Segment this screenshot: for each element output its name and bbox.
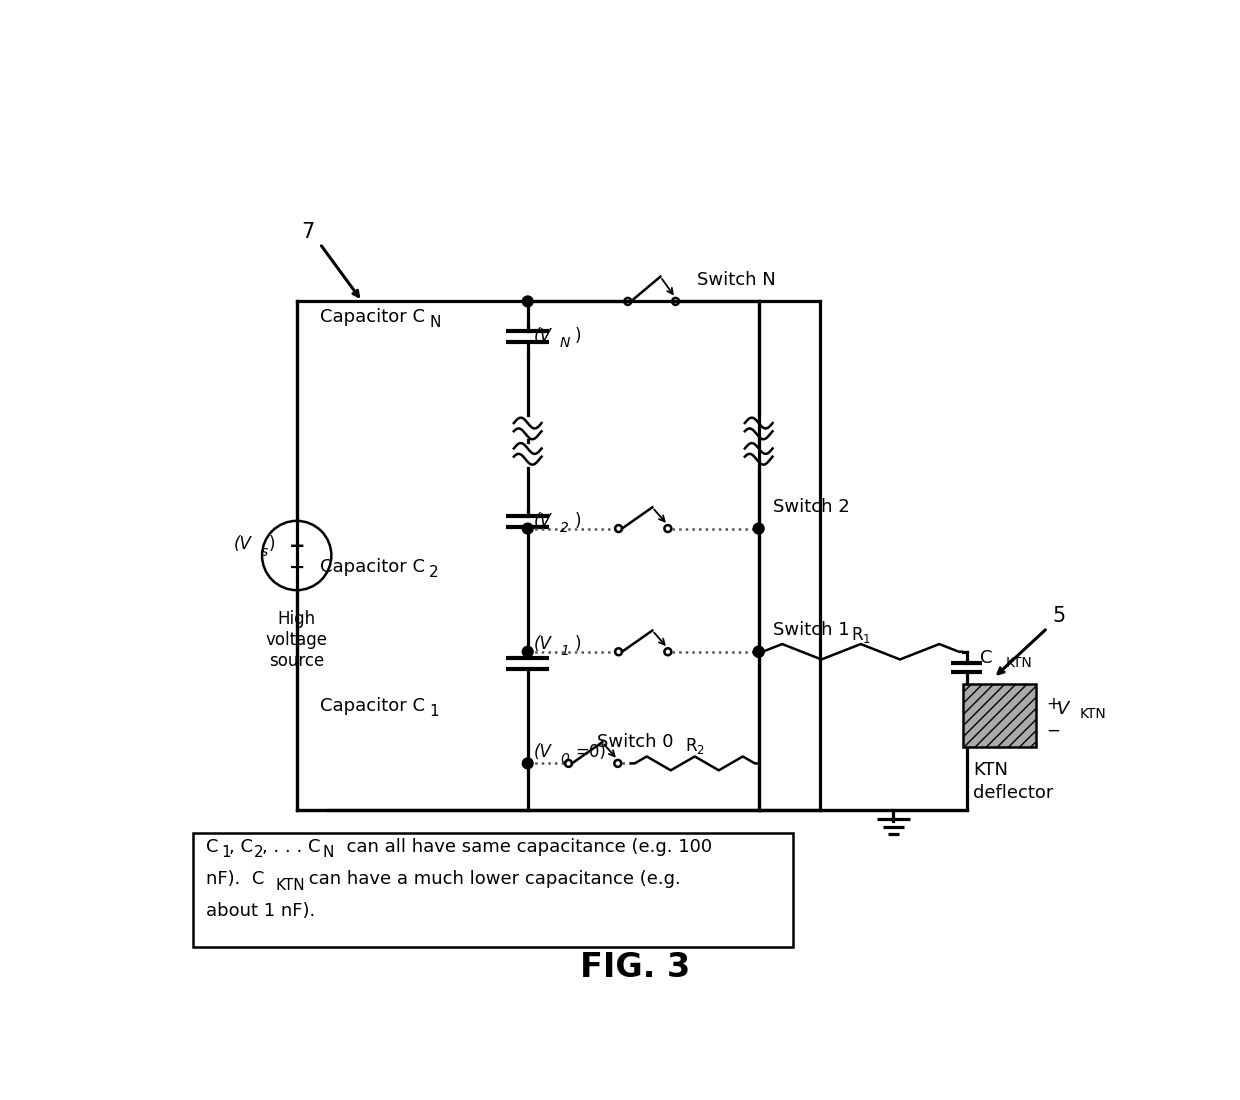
Text: 0: 0 — [560, 751, 569, 766]
Circle shape — [522, 758, 533, 769]
Text: V: V — [1056, 701, 1069, 718]
Text: N: N — [322, 845, 335, 860]
Text: (V: (V — [534, 327, 552, 345]
Text: (V: (V — [534, 742, 552, 761]
Text: ): ) — [574, 327, 582, 345]
Text: KTN: KTN — [1006, 656, 1033, 670]
Text: N: N — [429, 315, 440, 330]
Text: can all have same capacitance (e.g. 100: can all have same capacitance (e.g. 100 — [335, 837, 712, 856]
Circle shape — [522, 647, 533, 657]
Text: High
voltage
source: High voltage source — [265, 610, 327, 670]
Text: 5: 5 — [1053, 606, 1065, 626]
Text: 1: 1 — [560, 644, 569, 658]
Text: FIG. 3: FIG. 3 — [580, 950, 691, 984]
Text: 1: 1 — [429, 704, 439, 718]
Text: ): ) — [574, 512, 582, 530]
Text: 2: 2 — [429, 565, 439, 580]
Text: KTN: KTN — [1080, 707, 1106, 722]
Text: Switch 1: Switch 1 — [773, 621, 849, 639]
Text: 2: 2 — [253, 845, 263, 860]
Text: KTN: KTN — [972, 761, 1008, 779]
Text: nF).  C: nF). C — [206, 870, 264, 888]
Text: about 1 nF).: about 1 nF). — [206, 902, 315, 921]
Text: R$_{1}$: R$_{1}$ — [851, 625, 870, 645]
Text: C: C — [206, 837, 218, 856]
Circle shape — [754, 647, 764, 657]
Text: N: N — [560, 336, 570, 350]
Text: (V: (V — [534, 635, 552, 653]
Text: −: − — [289, 558, 305, 576]
Text: +: + — [1045, 695, 1060, 713]
Text: −: − — [1045, 722, 1060, 740]
Text: (V: (V — [234, 535, 252, 553]
Text: ): ) — [269, 535, 275, 553]
Text: Capacitor C: Capacitor C — [320, 308, 425, 326]
Text: 1: 1 — [221, 845, 231, 860]
Text: Capacitor C: Capacitor C — [320, 696, 425, 715]
Text: , C: , C — [229, 837, 253, 856]
Circle shape — [754, 647, 764, 657]
Text: 7: 7 — [301, 222, 315, 242]
Circle shape — [522, 524, 533, 534]
Text: ): ) — [574, 635, 582, 653]
Text: +: + — [289, 537, 305, 556]
Text: Capacitor C: Capacitor C — [320, 558, 425, 576]
Text: , . . . C: , . . . C — [262, 837, 321, 856]
Text: (V: (V — [534, 512, 552, 530]
Text: 2: 2 — [560, 520, 569, 535]
Bar — [962, 684, 1035, 747]
Text: deflector: deflector — [972, 784, 1053, 802]
Text: KTN: KTN — [275, 878, 305, 892]
Text: Switch 0: Switch 0 — [596, 733, 673, 751]
Circle shape — [754, 524, 764, 534]
Text: =0): =0) — [575, 742, 606, 761]
Circle shape — [522, 296, 533, 307]
Text: Switch 2: Switch 2 — [773, 498, 849, 516]
Text: Switch N: Switch N — [697, 271, 776, 289]
Text: can have a much lower capacitance (e.g.: can have a much lower capacitance (e.g. — [303, 870, 681, 888]
Text: R$_{2}$: R$_{2}$ — [684, 737, 704, 757]
Text: s: s — [260, 544, 268, 559]
Text: C: C — [981, 649, 993, 667]
